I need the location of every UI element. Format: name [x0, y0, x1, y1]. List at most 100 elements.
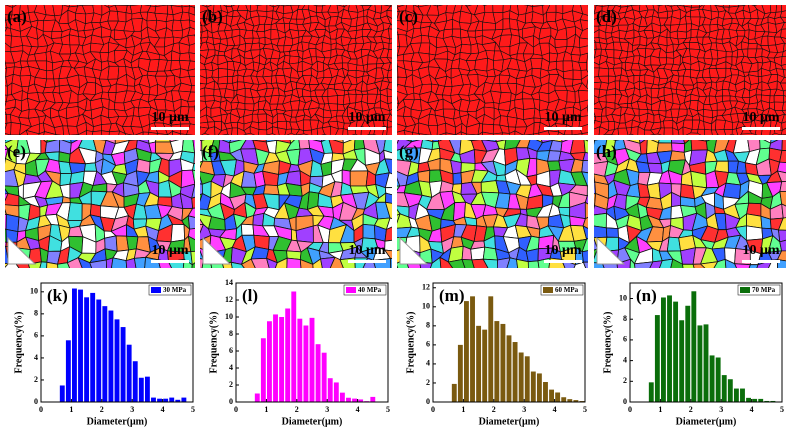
- legend-box: [540, 284, 584, 296]
- grain: [204, 87, 215, 97]
- grain: [474, 57, 488, 72]
- grain: [89, 259, 108, 268]
- grain: [578, 89, 588, 103]
- grain: [154, 5, 169, 15]
- bar: [709, 355, 715, 402]
- y-tick-label: 6: [426, 340, 430, 349]
- grain: [200, 125, 202, 128]
- grain: [748, 264, 759, 268]
- micrograph: [397, 140, 588, 268]
- grain: [111, 257, 128, 268]
- grain: [781, 109, 786, 116]
- x-tick-label: 2: [100, 405, 104, 414]
- bar: [667, 295, 672, 402]
- grain: [28, 0, 39, 3]
- grain: [375, 0, 382, 4]
- grain: [192, 0, 201, 4]
- grain: [34, 52, 48, 62]
- bar: [488, 296, 494, 402]
- grain: [645, 0, 653, 4]
- grain: [713, 258, 727, 268]
- grain: [522, 98, 536, 110]
- x-tick-label: 5: [191, 405, 195, 414]
- grain: [240, 223, 255, 236]
- legend-swatch: [151, 287, 161, 293]
- grain: [506, 257, 519, 268]
- plot-frame: [40, 282, 194, 403]
- grain: [461, 259, 475, 268]
- grain: [455, 131, 462, 135]
- bar: [78, 289, 83, 402]
- bar: [770, 400, 776, 402]
- bar: [740, 388, 745, 402]
- grain: [580, 69, 588, 81]
- grain: [735, 30, 746, 37]
- y-tick-label: 4: [229, 363, 233, 372]
- grain: [245, 0, 254, 4]
- scale-label: 10 μm: [742, 243, 779, 258]
- bar: [536, 373, 542, 402]
- y-tick-label: 0: [229, 397, 233, 406]
- grain: [649, 260, 663, 268]
- legend-label: 60 MPa: [555, 286, 579, 294]
- grain: [200, 258, 204, 268]
- grain: [482, 5, 485, 7]
- grain: [134, 131, 144, 135]
- micrograph: [192, 0, 392, 135]
- grain: [387, 102, 392, 112]
- grain: [298, 5, 303, 6]
- panel-label: (m): [439, 286, 464, 305]
- micrograph: [588, 0, 786, 135]
- grain: [236, 5, 249, 11]
- grain: [418, 122, 432, 135]
- grain: [663, 127, 674, 135]
- bar: [470, 296, 475, 402]
- grain: [186, 123, 195, 135]
- grain: [747, 42, 758, 50]
- grain: [236, 102, 246, 110]
- grain: [438, 132, 447, 135]
- panel-label: (n): [636, 286, 657, 305]
- grain: [5, 213, 20, 233]
- grain: [190, 84, 195, 93]
- grain: [523, 5, 528, 6]
- grain: [359, 5, 363, 7]
- x-tick-label: 1: [461, 405, 465, 414]
- ipf-key: [202, 236, 232, 265]
- grain: [501, 132, 510, 135]
- grain: [723, 120, 733, 131]
- grain: [107, 10, 119, 22]
- grain: [390, 258, 392, 268]
- legend-box: [343, 284, 387, 296]
- grain: [386, 81, 392, 91]
- grain: [191, 262, 195, 268]
- grain: [427, 125, 438, 135]
- grain: [588, 18, 593, 26]
- grain: [105, 257, 114, 268]
- grain: [0, 131, 4, 143]
- grain: [19, 129, 29, 135]
- bar: [157, 398, 162, 402]
- bar: [65, 340, 71, 402]
- grain: [316, 60, 325, 73]
- grain: [187, 91, 195, 102]
- grain: [580, 5, 588, 16]
- y-tick-label: 10: [422, 302, 430, 311]
- grain: [187, 235, 195, 253]
- grain: [335, 128, 344, 135]
- bar: [673, 301, 679, 402]
- grain: [147, 131, 159, 135]
- grain: [584, 140, 588, 142]
- grain: [759, 140, 772, 150]
- grain: [492, 5, 504, 14]
- bar: [273, 314, 278, 402]
- grain: [353, 140, 366, 151]
- panel-label: (a): [7, 7, 27, 26]
- grain: [54, 125, 64, 135]
- bar: [84, 297, 90, 402]
- grain: [19, 0, 30, 3]
- grain: [189, 76, 195, 87]
- grain: [715, 128, 727, 135]
- grain: [277, 127, 287, 135]
- grain: [579, 45, 588, 56]
